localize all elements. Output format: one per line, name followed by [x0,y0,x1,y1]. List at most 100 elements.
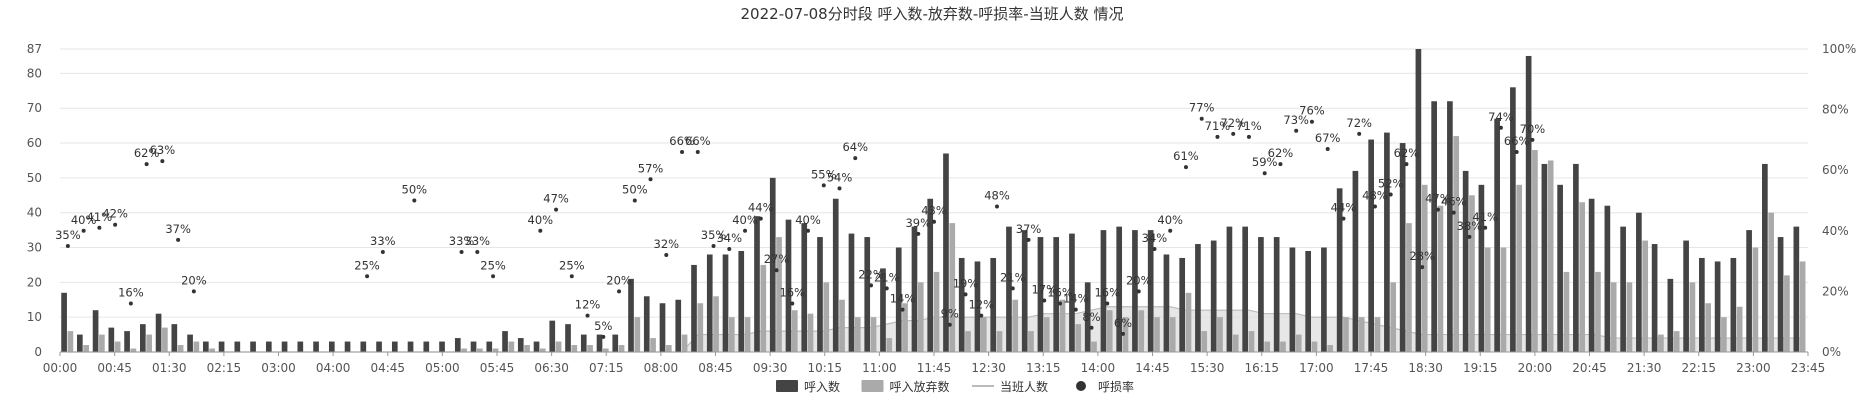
rate-label: 16% [1094,286,1120,300]
rate-label: 39% [905,216,931,230]
calls-bar [596,334,603,352]
calls-bar [1053,237,1060,352]
rate-dot [664,253,669,258]
abandoned-bar [67,331,74,352]
rate-label: 20% [606,273,632,287]
abandoned-bar [1185,292,1192,352]
y-tick-label: 70 [27,101,42,115]
calls-bar [675,299,682,352]
rate-dot [459,250,464,255]
calls-bar [218,341,225,352]
rate-dot [1231,131,1236,136]
x-tick-label: 08:45 [698,361,733,375]
abandoned-bar [1280,341,1286,352]
abandoned-bar [1028,331,1034,352]
x-tick-label: 20:45 [1572,361,1607,375]
calls-bar [565,324,571,352]
rate-dot [680,150,685,155]
rate-dot [947,322,952,327]
calls-bar [328,341,335,352]
x-tick-label: 19:15 [1463,361,1498,375]
abandoned-bar [965,331,971,352]
abandoned-bar [1799,261,1806,352]
calls-bar [517,338,524,352]
rate-label: 48% [1362,189,1388,203]
x-tick-label: 22:15 [1681,361,1716,375]
rate-label: 47% [543,192,569,206]
rate-dot [1451,210,1456,215]
calls-bar [1084,282,1091,352]
calls-bar [817,237,823,352]
rate-label: 12% [575,298,601,312]
calls-bar [1525,55,1532,353]
rate-dot [932,219,936,224]
x-tick-label: 17:00 [1299,361,1334,375]
rate-dot [743,228,748,233]
rate-label: 48% [984,189,1010,203]
abandoned-bar [209,348,215,352]
rate-label: 35% [701,228,727,242]
abandoned-bar [713,296,719,352]
rate-dot [821,183,826,188]
abandoned-bar [555,341,562,352]
y2-tick-label: 0% [1822,345,1841,359]
x-tick-label: 05:45 [480,361,515,375]
rate-label: 64% [842,140,868,154]
calls-bar [360,341,367,352]
legend-label: 呼损率 [1098,379,1134,394]
y-tick-label: 60 [27,136,42,150]
rate-dot [884,286,889,291]
calls-bar [1352,170,1359,352]
rate-label: 25% [480,258,506,272]
rate-label: 40% [1157,213,1183,227]
calls-bar [1588,198,1595,352]
rate-dot [1514,150,1519,155]
rate-label: 54% [827,170,853,184]
abandoned-bar [776,237,782,352]
rate-dot [65,243,70,248]
calls-bar [1793,226,1800,352]
x-tick-label: 10:15 [807,361,842,375]
rate-dot [1120,331,1125,336]
rate-label: 41% [1472,210,1498,224]
calls-bar [691,264,697,352]
calls-bar [187,334,193,352]
rate-label: 62% [134,146,160,160]
rate-label: 25% [354,258,380,272]
calls-bar [1573,163,1579,352]
abandoned-bar [1595,271,1601,352]
rate-dot [1057,301,1062,306]
rate-label: 17% [1031,282,1057,296]
legend-swatch-abandoned [861,380,884,392]
abandoned-bar [823,282,830,352]
abandoned-bar [1516,184,1523,352]
rate-label: 66% [669,134,695,148]
calls-bar [974,261,981,352]
calls-bar [486,341,493,352]
calls-bar [1620,226,1626,352]
x-tick-label: 00:45 [97,361,132,375]
abandoned-bar [1169,317,1176,352]
rate-label: 43% [921,204,947,218]
abandoned-bar [1421,184,1428,352]
rate-label: 42% [102,207,128,221]
calls-bar [643,296,650,352]
rate-label: 59% [1252,155,1278,169]
calls-bar [927,198,934,352]
abandoned-bar [1500,247,1507,352]
abandoned-bar [1752,247,1759,352]
abandoned-bar [1106,310,1113,352]
abandoned-bar [1075,324,1082,352]
rate-label: 62% [1268,146,1294,160]
abandoned-bar [1736,306,1743,352]
abandoned-bar [1358,317,1365,352]
rate-dot [144,162,149,167]
rate-label: 5% [594,319,612,333]
calls-bar [1163,254,1170,352]
rate-dot [1530,137,1535,142]
rate-label: 20% [1126,273,1152,287]
calls-bar [738,251,745,352]
calls-bar [1021,230,1028,352]
rate-dot [554,207,559,212]
